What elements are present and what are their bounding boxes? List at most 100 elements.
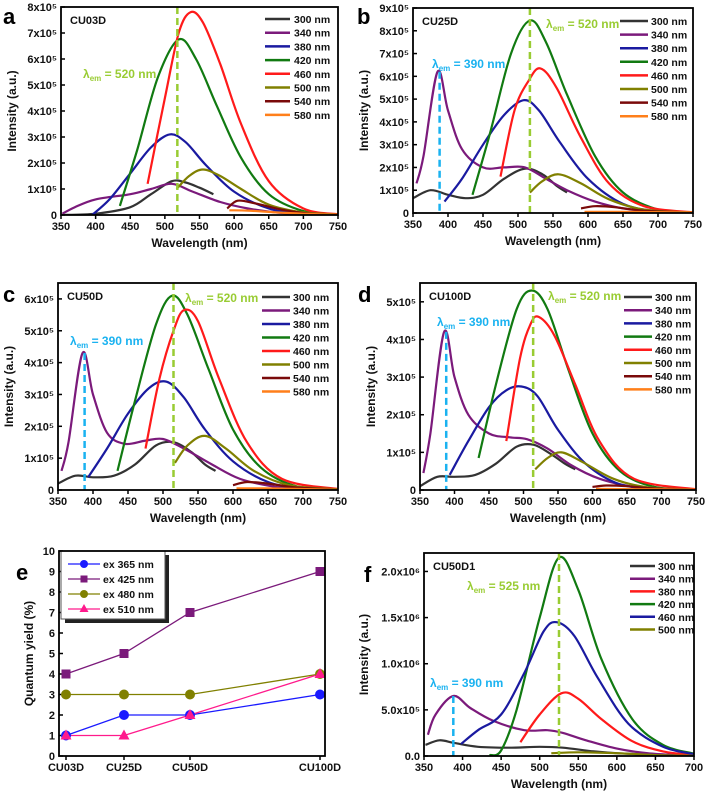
data-point-triangle xyxy=(314,668,326,678)
series-line-ex-510-nm xyxy=(66,673,321,737)
y-tick-label: 2 xyxy=(49,710,55,722)
x-tick-label: 600 xyxy=(583,496,601,508)
y-tick-label: 2x10⁵ xyxy=(24,421,54,433)
emission-label: λem = 390 nm xyxy=(430,676,503,692)
data-point-circle xyxy=(315,689,325,700)
legend-label: 340 nm xyxy=(651,30,687,42)
spectrum-300-nm xyxy=(61,179,214,215)
x-tick-label: 650 xyxy=(646,762,664,774)
emission-label: λem = 520 nm xyxy=(185,291,258,307)
panel-f: f 0.0 5.0x10⁵ 1.0x10⁶ 1.5x10⁶ 2.0x10⁶ 350 400 45… xyxy=(357,552,703,791)
x-tick-label: 650 xyxy=(259,496,277,508)
emission-value: = 390 nm xyxy=(450,57,505,71)
y-tick-label: 1x10⁵ xyxy=(379,185,409,197)
legend-label: ex 425 nm xyxy=(103,574,154,586)
legend-label: 500 nm xyxy=(658,625,694,637)
spectrum-340-nm xyxy=(426,694,679,756)
plot-area xyxy=(420,289,696,490)
y-tick-label: 4x10⁵ xyxy=(386,334,416,346)
legend: ex 365 nm ex 425 nm ex 480 nm ex 510 nm xyxy=(60,550,169,623)
y-axis-label: Intensity (a.u.) xyxy=(357,70,371,151)
spectrum-300-nm xyxy=(58,440,217,485)
y-axis-label: Intensity (a.u.) xyxy=(5,70,19,151)
legend-marker-circle xyxy=(80,560,88,568)
spectrum-420-nm xyxy=(116,294,338,490)
legend-label: 300 nm xyxy=(294,14,330,26)
subscript: em xyxy=(77,341,89,350)
legend-label: 460 nm xyxy=(655,345,691,357)
x-tick-label: 400 xyxy=(439,219,457,231)
legend-label: 580 nm xyxy=(651,111,687,123)
y-tick-label: 3x10⁵ xyxy=(379,140,409,152)
panel-a: a 0 1x10⁵ 2x10⁵ 3x10⁵ 4x10⁵ 5x10⁵ 6x10⁵ 7x10⁵ 8x1… xyxy=(3,2,347,250)
y-tick-label: 5x10⁵ xyxy=(24,326,54,338)
y-tick-label: 1 xyxy=(49,731,55,743)
plot-area xyxy=(425,555,694,756)
series-line-ex-365-nm xyxy=(65,693,321,737)
emission-value: = 520 nm xyxy=(203,291,258,305)
y-tick-label: 5x10⁵ xyxy=(386,297,416,309)
legend-label: 500 nm xyxy=(655,358,691,370)
lambda-symbol: λ xyxy=(185,291,192,305)
spectrum-380-nm xyxy=(448,385,662,490)
spectrum-340-nm xyxy=(422,329,662,490)
x-tick-label: 350 xyxy=(411,496,429,508)
legend-label: 500 nm xyxy=(294,83,330,95)
spectrum-460-nm xyxy=(499,67,693,213)
legend-label: 540 nm xyxy=(651,98,687,110)
legend-label: 460 nm xyxy=(294,69,330,81)
legend-label: 380 nm xyxy=(658,586,694,598)
legend-label: 500 nm xyxy=(651,84,687,96)
legend-label: 300 nm xyxy=(658,561,694,573)
emission-label: λem = 520 nm xyxy=(546,17,619,33)
emission-label: λem = 390 nm xyxy=(432,57,505,73)
x-tick-label: 750 xyxy=(684,219,702,231)
spectrum-460-nm xyxy=(144,308,338,490)
y-tick-label: 5x10⁵ xyxy=(379,94,409,106)
subscript: em xyxy=(444,322,456,331)
lambda-symbol: λ xyxy=(432,57,439,71)
y-tick-label: 9 xyxy=(49,567,55,579)
legend-label: 540 nm xyxy=(294,96,330,108)
y-axis-label: Intensity (a.u.) xyxy=(364,346,378,427)
x-tick-label: 350 xyxy=(415,762,433,774)
spectrum-380-nm xyxy=(519,691,694,756)
y-tick-label: 3x10⁵ xyxy=(24,389,54,401)
y-tick-label: 0 xyxy=(49,751,55,763)
spectrum-420-nm xyxy=(118,37,338,215)
x-tick-label: 600 xyxy=(608,762,626,774)
x-tick-label: 500 xyxy=(531,762,549,774)
x-tick-label: 500 xyxy=(509,219,527,231)
y-tick-label: 1x10⁵ xyxy=(386,447,416,459)
x-tick-label: 500 xyxy=(154,496,172,508)
y-tick-label: 3x10⁵ xyxy=(27,132,57,144)
x-tick-label: 750 xyxy=(329,221,347,233)
emission-label: λem = 520 nm xyxy=(548,289,621,305)
y-tick-label: 1x10⁵ xyxy=(24,453,54,465)
x-tick-label: 750 xyxy=(687,496,705,508)
spectrum-420-nm xyxy=(471,19,693,213)
emission-label: λem = 525 nm xyxy=(467,579,540,595)
legend-label: 580 nm xyxy=(655,384,691,396)
lambda-symbol: λ xyxy=(548,289,555,303)
y-axis-label: Intensity (a.u.) xyxy=(2,346,16,427)
axes-frame xyxy=(412,7,694,214)
emission-value: = 390 nm xyxy=(448,676,503,690)
legend-marker-square xyxy=(80,575,88,583)
y-tick-label: 5x10⁵ xyxy=(27,80,57,92)
lambda-symbol: λ xyxy=(437,315,444,329)
data-point-triangle xyxy=(184,709,196,719)
axes-frame xyxy=(58,550,326,757)
y-tick-label: 1x10⁵ xyxy=(27,184,57,196)
y-tick-label: 7 xyxy=(49,608,55,620)
sample-label: CU50D1 xyxy=(433,561,475,573)
axes-frame xyxy=(423,552,695,757)
panel-letter: a xyxy=(3,4,16,29)
spectrum-300-nm xyxy=(413,167,568,200)
legend-label: 300 nm xyxy=(655,292,691,304)
spectrum-340-nm xyxy=(60,350,304,490)
y-tick-label: 9x10⁵ xyxy=(379,3,409,15)
x-axis-label: Wavelength (nm) xyxy=(505,234,601,248)
legend-label: 420 nm xyxy=(658,599,694,611)
